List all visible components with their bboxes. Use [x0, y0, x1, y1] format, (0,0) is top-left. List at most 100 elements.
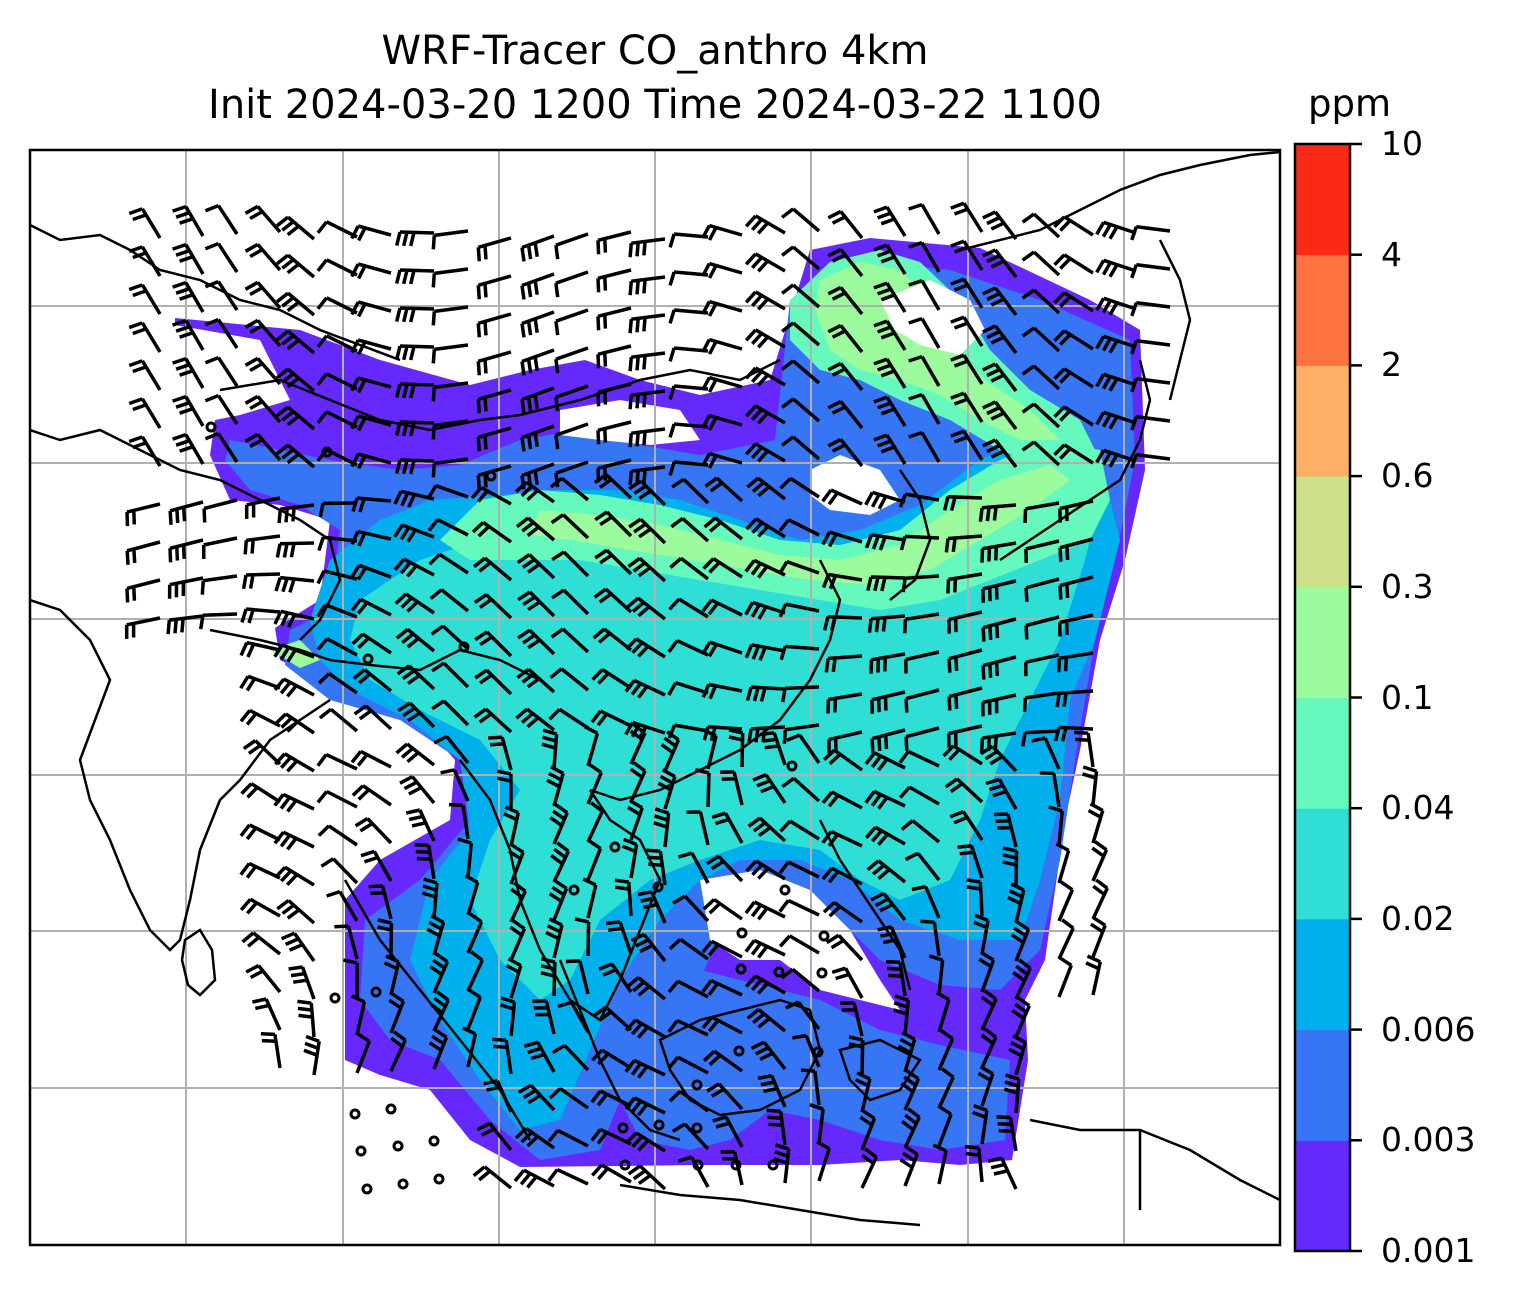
wind-barb: [928, 954, 945, 995]
calm-circle: [786, 760, 798, 772]
wind-barb: [394, 420, 435, 437]
wind-barb: [334, 924, 359, 960]
wind-barb: [859, 1109, 877, 1151]
wind-barb: [694, 767, 711, 808]
wind-barb: [701, 451, 743, 469]
wind-barb: [513, 1168, 555, 1189]
wind-barb: [273, 792, 315, 813]
wind-barb: [1053, 329, 1094, 351]
map-subtitle: Init 2024-03-20 1200 Time 2024-03-22 110…: [208, 82, 1102, 128]
wind-barb: [982, 362, 1018, 393]
wind-barb: [624, 678, 666, 699]
wind-barb: [728, 728, 745, 768]
wind-barb: [274, 752, 315, 773]
wind-barb: [200, 574, 238, 595]
wind-barb: [466, 950, 484, 992]
colorbar-tick-label: 0.1: [1381, 677, 1434, 717]
wind-barb: [241, 931, 282, 956]
wind-barb: [1053, 367, 1094, 389]
calm-circle: [385, 1103, 397, 1115]
wind-barb: [703, 516, 744, 541]
wind-barb: [791, 1033, 821, 1068]
wind-barb: [464, 874, 480, 916]
wind-barb: [275, 367, 316, 393]
wind-barb: [472, 556, 513, 582]
colorbar-tick-label: 0.001: [1381, 1231, 1476, 1270]
wind-barb: [433, 734, 470, 765]
wind-barb: [904, 851, 941, 882]
wind-barb: [549, 803, 569, 845]
wind-barb: [317, 535, 358, 552]
field-band-004: [440, 440, 1110, 610]
wind-barb: [920, 919, 941, 957]
wind-barb: [351, 784, 392, 807]
wind-barb: [350, 338, 392, 356]
wind-barb: [908, 202, 941, 235]
wind-barb: [405, 808, 436, 842]
wind-barb: [1003, 1073, 1021, 1114]
wind-barb: [628, 465, 666, 486]
wind-barb: [1024, 577, 1060, 602]
wind-barb: [745, 517, 786, 539]
wind-barb: [1130, 338, 1171, 355]
wind-barb: [781, 283, 821, 309]
wind-barb: [549, 667, 590, 692]
wind-barb: [628, 351, 666, 372]
colorbar-segment: [1295, 1140, 1350, 1252]
wind-barb: [766, 1108, 787, 1146]
wind-barb: [937, 1067, 955, 1109]
wind-barb: [1095, 372, 1137, 392]
coastline-newguinea: [1029, 1118, 1280, 1202]
wind-barb: [671, 894, 710, 923]
wind-barb: [474, 630, 513, 658]
wind-barb: [431, 381, 469, 402]
wind-barb: [394, 382, 435, 399]
wind-barb: [745, 859, 786, 881]
wind-barb: [316, 753, 358, 771]
wind-barb: [317, 824, 358, 847]
wind-barb: [488, 735, 513, 771]
wind-barb: [476, 312, 512, 338]
wind-barb: [470, 485, 512, 506]
wind-barb: [781, 321, 821, 347]
calm-circle: [773, 966, 785, 978]
wind-barb: [1053, 725, 1094, 742]
wind-barb: [947, 724, 983, 748]
wind-barb: [593, 1005, 633, 1032]
wind-barb: [596, 344, 632, 369]
wind-barb: [885, 959, 907, 997]
wind-barb: [476, 388, 512, 414]
wind-barb: [593, 587, 633, 614]
wind-barb: [517, 590, 556, 618]
wind-barb: [1007, 882, 1026, 924]
wind-barb: [782, 723, 820, 744]
wind-barb: [394, 230, 435, 247]
wind-barb: [702, 728, 718, 770]
wind-barb: [593, 473, 633, 500]
wind-barb: [557, 1000, 590, 1033]
wind-barb: [551, 1043, 590, 1072]
wind-barb: [950, 353, 984, 385]
wind-barb: [476, 274, 512, 300]
wind-barb: [394, 458, 435, 475]
wind-barb: [978, 503, 1017, 522]
wind-barb: [822, 614, 863, 632]
wind-barb: [586, 801, 604, 843]
colorbar-tick-label: 0.3: [1381, 566, 1434, 606]
wind-barb: [1095, 334, 1137, 354]
calm-circle: [736, 927, 748, 939]
wind-barb: [870, 891, 907, 922]
wind-barb: [554, 346, 589, 374]
wind-barb: [944, 534, 983, 553]
wind-barb: [900, 819, 941, 844]
wind-barb: [824, 654, 863, 673]
wind-barb: [605, 920, 633, 955]
wind-barb: [982, 400, 1018, 431]
wind-barb: [448, 802, 470, 840]
wind-barb: [701, 299, 743, 317]
wind-barb: [394, 344, 435, 361]
wind-barb: [591, 668, 632, 690]
wind-barb: [168, 538, 204, 563]
wind-barb: [821, 488, 863, 506]
wind-barb: [350, 597, 392, 617]
